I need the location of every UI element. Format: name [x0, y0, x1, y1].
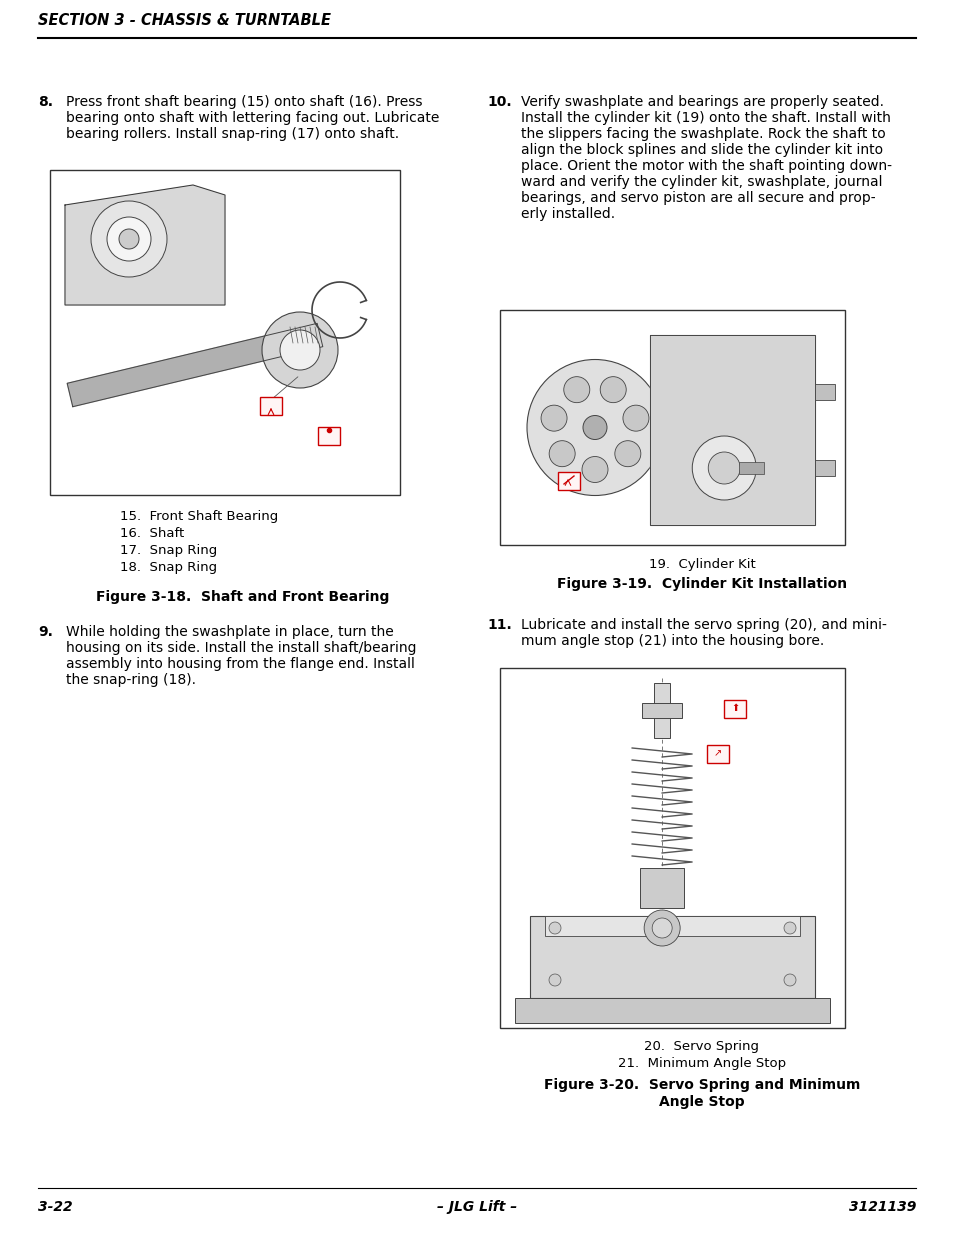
Polygon shape	[814, 384, 834, 400]
Text: 10.: 10.	[486, 95, 511, 109]
Bar	[558, 472, 579, 490]
Circle shape	[582, 415, 606, 440]
Bar	[260, 396, 282, 415]
Text: place. Orient the motor with the shaft pointing down-: place. Orient the motor with the shaft p…	[520, 159, 891, 173]
Text: SECTION 3 - CHASSIS & TURNTABLE: SECTION 3 - CHASSIS & TURNTABLE	[38, 14, 331, 28]
Polygon shape	[515, 998, 829, 1023]
Polygon shape	[654, 683, 669, 739]
Circle shape	[599, 377, 625, 403]
Circle shape	[526, 359, 662, 495]
Text: Angle Stop: Angle Stop	[659, 1095, 744, 1109]
Circle shape	[107, 217, 151, 261]
Text: 3-22: 3-22	[38, 1200, 72, 1214]
Text: 9.: 9.	[38, 625, 52, 638]
Circle shape	[614, 441, 640, 467]
Text: 19.  Cylinder Kit: 19. Cylinder Kit	[648, 558, 755, 571]
Text: 3121139: 3121139	[848, 1200, 915, 1214]
Bar	[723, 700, 745, 718]
Circle shape	[91, 201, 167, 277]
Circle shape	[783, 923, 795, 934]
Text: Lubricate and install the servo spring (20), and mini-: Lubricate and install the servo spring (…	[520, 618, 886, 632]
Bar	[499, 668, 844, 1028]
Circle shape	[548, 923, 560, 934]
Circle shape	[581, 457, 607, 483]
Circle shape	[262, 312, 337, 388]
Polygon shape	[649, 335, 814, 525]
Bar	[706, 745, 728, 763]
Polygon shape	[739, 462, 763, 474]
Text: 11.: 11.	[486, 618, 511, 632]
Circle shape	[643, 910, 679, 946]
Bar	[50, 170, 399, 495]
Text: Install the cylinder kit (19) onto the shaft. Install with: Install the cylinder kit (19) onto the s…	[520, 111, 890, 125]
Text: 21.  Minimum Angle Stop: 21. Minimum Angle Stop	[618, 1057, 785, 1070]
Text: While holding the swashplate in place, turn the: While holding the swashplate in place, t…	[66, 625, 394, 638]
Text: ward and verify the cylinder kit, swashplate, journal: ward and verify the cylinder kit, swashp…	[520, 175, 882, 189]
Text: align the block splines and slide the cylinder kit into: align the block splines and slide the cy…	[520, 143, 882, 157]
Text: 18.  Snap Ring: 18. Snap Ring	[120, 561, 217, 574]
Text: ↗: ↗	[713, 748, 721, 758]
Circle shape	[622, 405, 648, 431]
Circle shape	[652, 918, 672, 939]
Polygon shape	[639, 868, 683, 908]
Text: Figure 3-20.  Servo Spring and Minimum: Figure 3-20. Servo Spring and Minimum	[543, 1078, 860, 1092]
Text: bearing rollers. Install snap-ring (17) onto shaft.: bearing rollers. Install snap-ring (17) …	[66, 127, 398, 141]
Text: the slippers facing the swashplate. Rock the shaft to: the slippers facing the swashplate. Rock…	[520, 127, 884, 141]
Circle shape	[119, 228, 139, 249]
Text: 16.  Shaft: 16. Shaft	[120, 527, 184, 540]
Circle shape	[548, 974, 560, 986]
Polygon shape	[544, 916, 800, 936]
Circle shape	[280, 330, 319, 370]
Text: 17.  Snap Ring: 17. Snap Ring	[120, 543, 217, 557]
Text: housing on its side. Install the install shaft/bearing: housing on its side. Install the install…	[66, 641, 416, 655]
Polygon shape	[641, 703, 681, 718]
Text: 15.  Front Shaft Bearing: 15. Front Shaft Bearing	[120, 510, 278, 522]
Circle shape	[549, 441, 575, 467]
Text: Verify swashplate and bearings are properly seated.: Verify swashplate and bearings are prope…	[520, 95, 883, 109]
Text: Figure 3-19.  Cylinder Kit Installation: Figure 3-19. Cylinder Kit Installation	[557, 577, 846, 592]
Text: Figure 3-18.  Shaft and Front Bearing: Figure 3-18. Shaft and Front Bearing	[96, 590, 389, 604]
Circle shape	[563, 377, 589, 403]
Text: mum angle stop (21) into the housing bore.: mum angle stop (21) into the housing bor…	[520, 634, 823, 648]
Text: bearings, and servo piston are all secure and prop-: bearings, and servo piston are all secur…	[520, 191, 875, 205]
Bar	[317, 427, 339, 445]
Circle shape	[692, 436, 756, 500]
Polygon shape	[530, 916, 814, 998]
Bar	[499, 310, 844, 545]
Text: assembly into housing from the flange end. Install: assembly into housing from the flange en…	[66, 657, 415, 671]
Text: the snap-ring (18).: the snap-ring (18).	[66, 673, 195, 687]
Polygon shape	[67, 324, 322, 406]
Text: Press front shaft bearing (15) onto shaft (16). Press: Press front shaft bearing (15) onto shaf…	[66, 95, 422, 109]
Text: erly installed.: erly installed.	[520, 207, 615, 221]
Polygon shape	[65, 185, 225, 305]
Polygon shape	[814, 459, 834, 475]
Circle shape	[707, 452, 740, 484]
Circle shape	[783, 974, 795, 986]
Text: 8.: 8.	[38, 95, 53, 109]
Text: bearing onto shaft with lettering facing out. Lubricate: bearing onto shaft with lettering facing…	[66, 111, 439, 125]
Circle shape	[540, 405, 566, 431]
Text: 20.  Servo Spring: 20. Servo Spring	[644, 1040, 759, 1053]
Text: – JLG Lift –: – JLG Lift –	[436, 1200, 517, 1214]
Text: ⬆: ⬆	[730, 703, 739, 713]
